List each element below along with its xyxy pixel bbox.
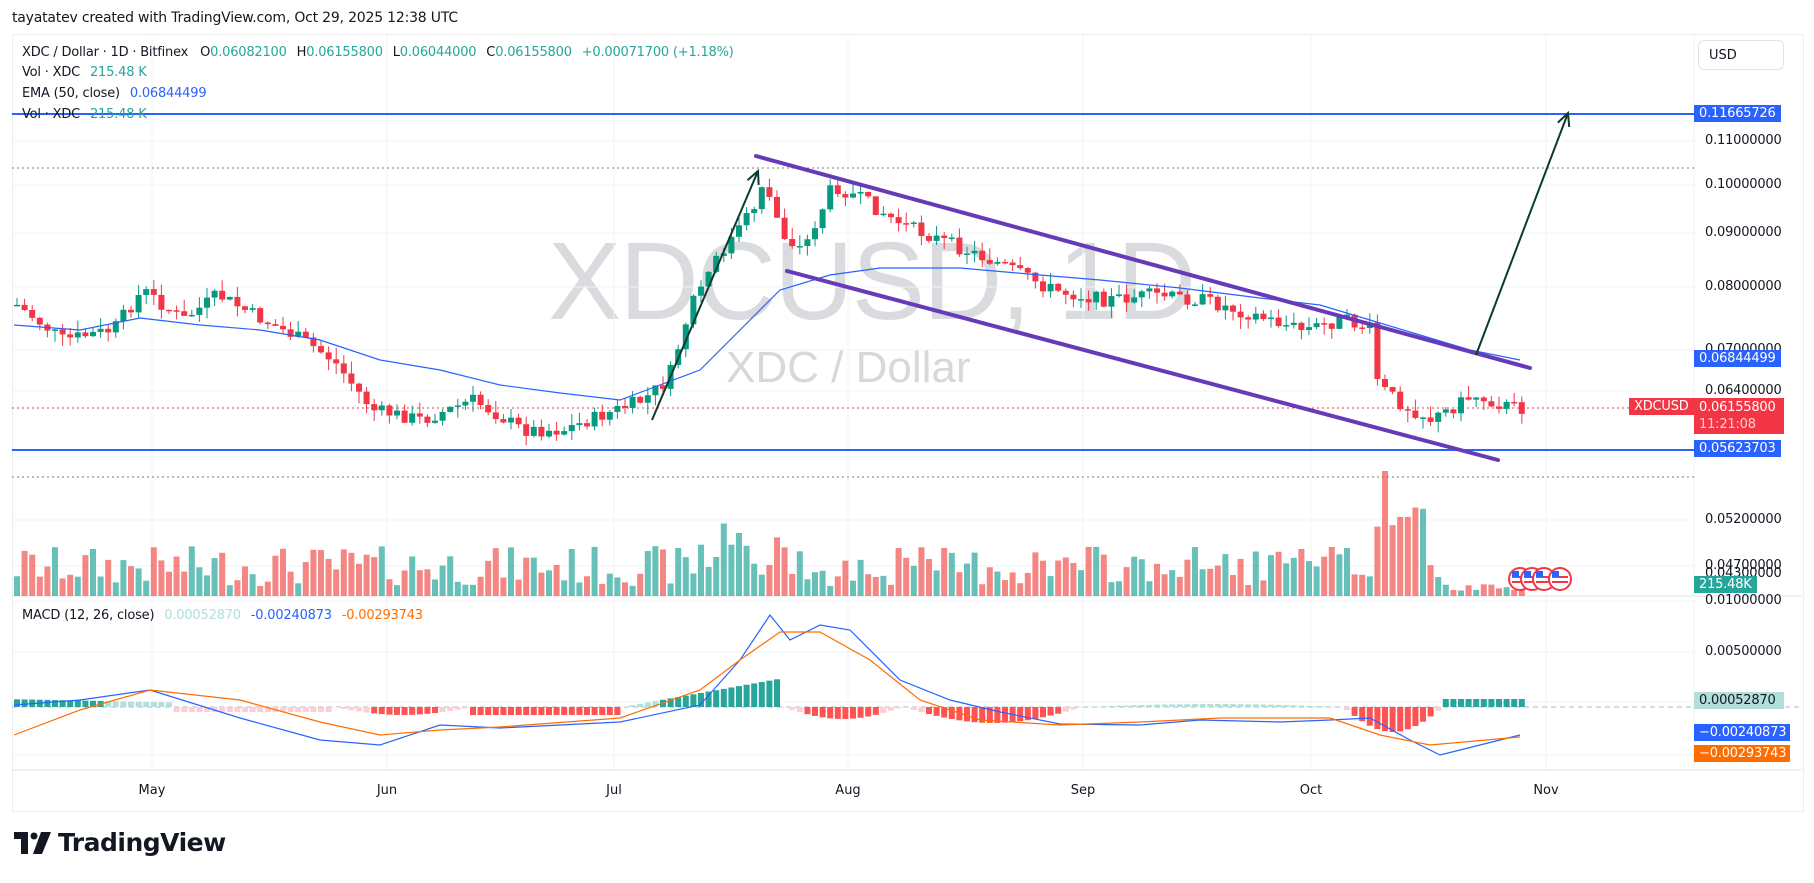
close-value: 0.06155800 [495, 45, 572, 60]
price-tick-label: 0.08000000 [1705, 279, 1782, 294]
symbol-tag: XDCUSD [1629, 398, 1694, 415]
volume-label: Vol · XDC [22, 65, 81, 80]
volume-tag: 215.48K [1694, 576, 1757, 593]
macd-line-tag: −0.00240873 [1694, 724, 1790, 741]
month-label: Nov [1533, 783, 1559, 798]
change-value: +0.00071700 (+1.18%) [581, 45, 734, 60]
price-tick-label: 0.06400000 [1705, 383, 1782, 398]
arrow-target[interactable] [1475, 112, 1569, 356]
tradingview-logo-text: TradingView [58, 828, 226, 857]
month-label: May [138, 783, 166, 798]
ema-legend[interactable]: EMA (50, close) 0.06844499 [22, 86, 207, 101]
support-price-tag: 0.05623703 [1694, 440, 1781, 457]
macd-line-value: -0.00240873 [250, 608, 332, 623]
price-tick-label: 0.00500000 [1705, 644, 1782, 659]
month-label: Jul [606, 783, 622, 798]
bar-countdown: 11:21:08 [1699, 417, 1756, 432]
signal-line [13, 631, 1521, 746]
watermark-symbol: XDCUSD, 1D [548, 220, 1196, 343]
month-label: Oct [1299, 783, 1323, 798]
price-tick-label: 0.11000000 [1705, 133, 1782, 148]
price-tick-label: 0.10000000 [1705, 177, 1782, 192]
channel-lower[interactable] [785, 269, 1500, 462]
month-label: Sep [1070, 783, 1096, 798]
us-event-icon[interactable] [1548, 567, 1572, 591]
symbol-title: XDC / Dollar · 1D · Bitfinex [22, 45, 189, 60]
volume-value-2: 215.48 K [89, 107, 147, 122]
price-tick-label: 0.01000000 [1705, 593, 1782, 608]
price-tick-label: 0.09000000 [1705, 225, 1782, 240]
ema-line [13, 267, 1521, 401]
volume-value: 215.48 K [89, 65, 147, 80]
high-value: 0.06155800 [306, 45, 383, 60]
ema-value: 0.06844499 [129, 86, 207, 101]
macd-label: MACD (12, 26, close) [22, 608, 155, 623]
currency-button[interactable]: USD [1698, 40, 1784, 70]
volume-label-2: Vol · XDC [22, 107, 81, 122]
target-price-tag: 0.11665726 [1694, 105, 1781, 122]
low-value: 0.06044000 [399, 45, 477, 60]
price-tick-label: 0.04700000 [1705, 558, 1782, 573]
last-price-value: 0.06155800 [1699, 400, 1776, 415]
chart-credit: tayatatev created with TradingView.com, … [12, 10, 458, 26]
volume-legend-2[interactable]: Vol · XDC 215.48 K [22, 107, 147, 122]
macd-hist-tag: 0.00052870 [1694, 692, 1784, 709]
price-tick-label: 0.05200000 [1705, 512, 1782, 527]
open-value: 0.06082100 [210, 45, 287, 60]
chart-frame [12, 34, 1804, 812]
symbol-legend[interactable]: XDC / Dollar · 1D · Bitfinex O0.06082100… [22, 45, 734, 60]
volume-legend[interactable]: Vol · XDC 215.48 K [22, 65, 147, 80]
macd-line [13, 613, 1521, 756]
arrow-rally[interactable] [651, 170, 759, 421]
month-label: Jun [376, 783, 398, 798]
macd-histogram [14, 679, 1525, 732]
macd-signal-value: -0.00293743 [341, 608, 423, 623]
last-price-tag: 0.06155800 11:21:08 [1694, 398, 1784, 434]
macd-legend[interactable]: MACD (12, 26, close) 0.00052870 -0.00240… [22, 608, 423, 623]
volume-bars [14, 471, 1525, 596]
ema-price-tag: 0.06844499 [1694, 350, 1781, 367]
month-label: Aug [835, 783, 861, 798]
candles [14, 177, 1525, 446]
macd-hist-value: 0.00052870 [164, 608, 241, 623]
channel-upper[interactable] [754, 154, 1532, 370]
tradingview-logo-icon [14, 831, 51, 854]
macd-signal-tag: −0.00293743 [1694, 745, 1790, 762]
ema-label: EMA (50, close) [22, 86, 120, 101]
tradingview-logo[interactable]: TradingView [14, 828, 226, 857]
